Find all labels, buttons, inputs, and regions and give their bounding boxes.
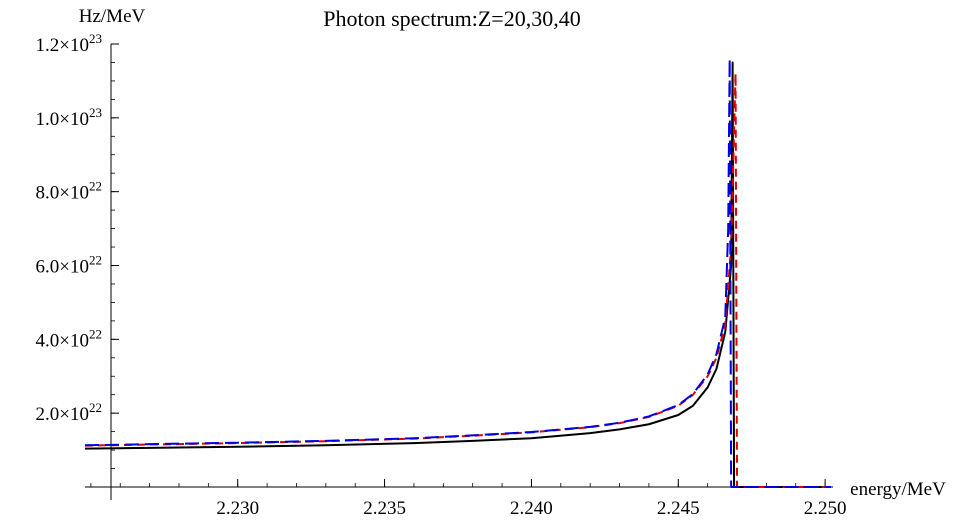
x-tick-label: 2.235 [363, 498, 406, 519]
series-lines [84, 57, 831, 488]
y-tick-label: 2.0×1022 [36, 400, 102, 425]
axis-ticks: 2.230 2.235 2.240 2.245 2.250 2.0×1022 4.0×102… [36, 31, 847, 519]
y-tick-label: 4.0×1022 [36, 326, 102, 351]
series-line-2 [84, 72, 831, 488]
y-tick-label: 1.2×1023 [36, 31, 102, 56]
y-tick-label: 1.0×1023 [36, 105, 102, 130]
x-tick-label: 2.245 [657, 498, 700, 519]
chart-title: Photon spectrum:Z=20,30,40 [323, 6, 580, 31]
series-line-1 [84, 61, 831, 488]
x-axis-label: energy/MeV [850, 479, 946, 500]
x-tick-label: 2.230 [216, 498, 259, 519]
x-tick-label: 2.250 [804, 498, 847, 519]
x-tick-label: 2.240 [510, 498, 553, 519]
y-tick-label: 6.0×1022 [36, 253, 102, 278]
y-axis-label: Hz/MeV [79, 6, 146, 27]
y-tick-label: 8.0×1022 [36, 179, 102, 204]
series-line-3 [84, 57, 831, 488]
axes [85, 44, 833, 500]
